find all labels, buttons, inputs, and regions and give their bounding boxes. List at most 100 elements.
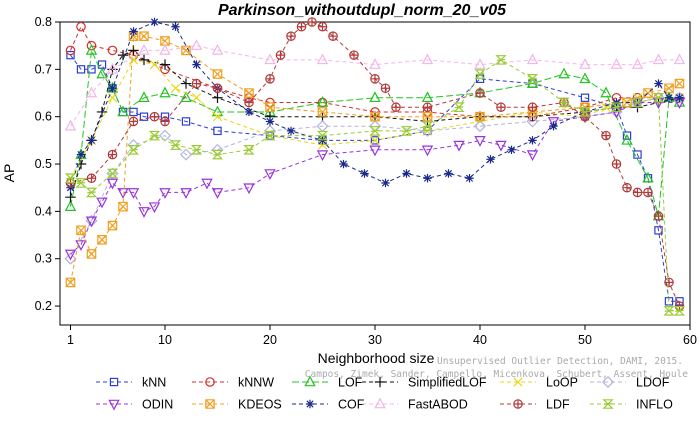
data-point-lof (421, 91, 434, 103)
legend-marker-cof (305, 399, 315, 409)
series-lof (64, 43, 686, 221)
data-point-odin (127, 188, 140, 199)
data-point-lof (673, 95, 686, 107)
data-point-cof (265, 117, 275, 126)
data-point-odin (159, 188, 171, 199)
data-point-inflo (75, 178, 87, 188)
data-point-kdeos (244, 88, 254, 98)
data-point-inflo (400, 126, 413, 136)
data-point-odin (75, 240, 87, 252)
data-point-inflo (64, 173, 77, 184)
data-point-loop (370, 135, 380, 145)
data-point-knn (129, 107, 138, 117)
data-point-cof (402, 169, 411, 178)
data-point-cof (108, 84, 117, 93)
x-tick-label: 60 (683, 333, 697, 347)
data-point-cof (171, 22, 180, 31)
legend-label-lof: LOF (338, 376, 363, 390)
data-point-simplifiedlof (180, 78, 192, 89)
y-tick-label: 0.6 (35, 110, 52, 124)
legend-item-odin: ODIN (96, 398, 173, 412)
data-point-inflo (652, 92, 665, 103)
data-point-cof (76, 150, 86, 159)
data-point-fastabod (190, 39, 203, 50)
data-point-loop (191, 93, 202, 103)
legend-item-cof: COF (292, 398, 365, 412)
data-point-inflo (169, 140, 182, 150)
data-point-inflo (316, 130, 329, 141)
data-point-ldof (473, 120, 487, 133)
data-point-cof (381, 178, 390, 188)
legend-label-loop: LoOP (546, 376, 578, 390)
data-point-ldf (611, 159, 622, 169)
data-point-ldf (475, 88, 485, 98)
data-point-lof (558, 67, 570, 79)
data-point-odin (106, 178, 119, 190)
y-tick-label: 0.7 (35, 62, 52, 76)
legend-marker-simplifiedlof (374, 376, 386, 388)
data-point-fastabod (421, 53, 434, 65)
data-point-odin (453, 140, 465, 152)
legend-item-loop: LoOP (500, 376, 578, 390)
series-knn (66, 50, 684, 306)
data-point-inflo (453, 102, 465, 113)
data-point-fastabod (579, 58, 591, 69)
data-point-odin (138, 207, 150, 218)
data-point-ldf (265, 74, 275, 84)
data-point-fastabod (211, 43, 224, 55)
data-point-odin (547, 117, 560, 128)
data-point-fastabod (138, 43, 150, 55)
data-point-lof (211, 105, 224, 117)
data-point-inflo (673, 305, 686, 316)
legend-item-lof: LOF (292, 376, 363, 390)
data-point-kdeos (65, 277, 76, 288)
series-ldf (65, 17, 685, 311)
data-point-knn (87, 65, 96, 74)
data-point-lof (369, 91, 381, 103)
data-point-kdeos (97, 234, 107, 245)
data-point-kdeos (674, 78, 685, 89)
watermark-line-2: Campos, Zimek, Sander, Campello, Micenko… (305, 369, 688, 380)
data-point-lof (96, 67, 108, 79)
data-point-ldf (601, 130, 611, 141)
data-point-lof (117, 105, 129, 117)
data-point-ldf (86, 173, 97, 184)
data-point-ldf (632, 187, 643, 198)
data-point-simplifiedlof (128, 45, 139, 56)
legend-label-cof: COF (338, 398, 365, 412)
data-point-ldf (107, 149, 118, 160)
data-point-cof (192, 60, 201, 69)
data-point-kdeos (212, 69, 223, 79)
data-point-inflo (190, 145, 203, 155)
data-point-simplifiedlof (159, 59, 171, 70)
data-point-kdeos (664, 83, 674, 94)
data-point-cof (675, 93, 684, 102)
data-point-knn (139, 112, 149, 121)
data-point-knn (66, 50, 75, 60)
series-line-kdeos (70, 35, 680, 283)
data-point-ldf (664, 277, 674, 288)
data-point-knn (580, 93, 590, 102)
data-point-fastabod (610, 58, 623, 69)
legend-label-ldf: LDF (546, 398, 570, 412)
data-point-fastabod (159, 43, 171, 55)
legend-marker-kdeos (205, 399, 215, 409)
data-point-ldf (527, 102, 538, 113)
legend-marker-fastabod (374, 397, 386, 409)
data-point-ldf (275, 50, 286, 60)
legend-item-knn: kNN (96, 376, 166, 390)
data-point-cof (286, 126, 296, 136)
data-point-fastabod (316, 53, 329, 65)
data-point-loop (212, 112, 223, 122)
data-point-ldf (380, 83, 391, 94)
data-point-ldf (317, 21, 328, 32)
data-point-inflo (663, 305, 675, 316)
legend-item-simplifiedlof: SimplifiedLOF (362, 376, 487, 390)
data-point-cof (664, 93, 674, 102)
data-point-inflo (264, 130, 276, 141)
data-point-lof (600, 86, 612, 98)
legend-marker-ldf (513, 399, 523, 409)
data-point-kdeos (475, 111, 485, 122)
legend-item-inflo: INFLO (590, 398, 673, 412)
